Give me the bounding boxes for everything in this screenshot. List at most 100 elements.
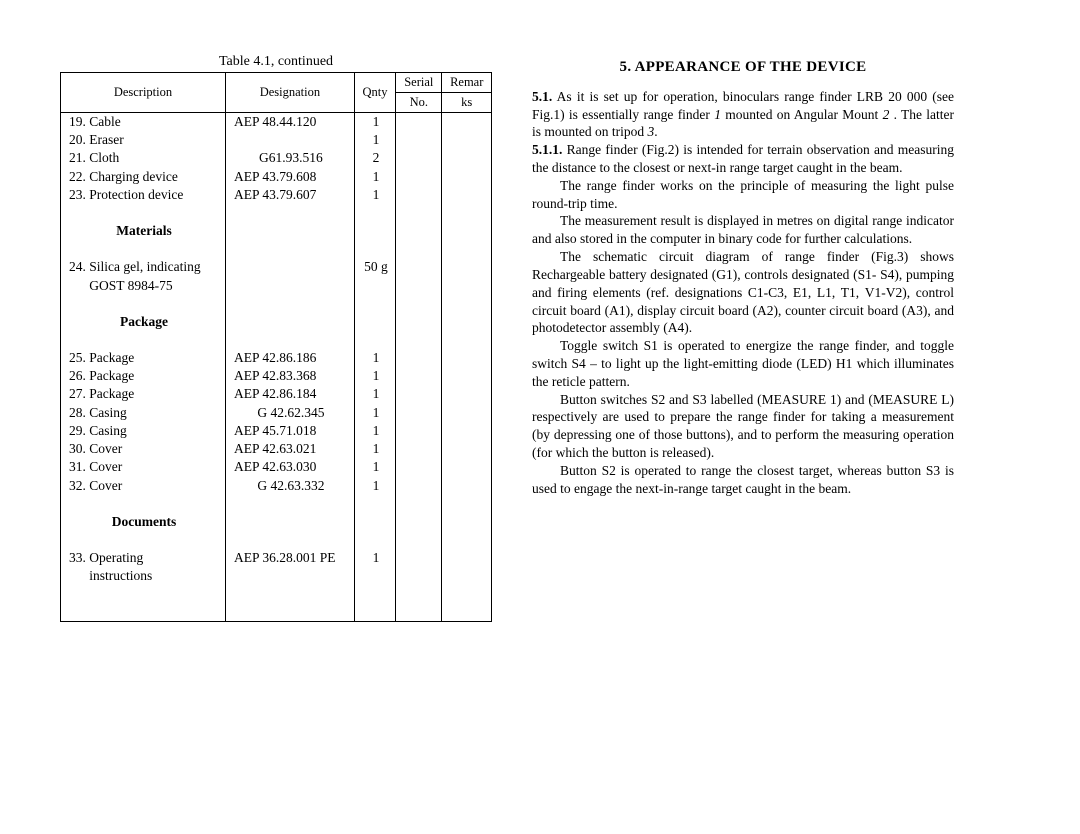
cell-rem	[442, 477, 492, 495]
cell-desig	[225, 603, 354, 621]
cell-serial	[396, 367, 442, 385]
cell-qty	[354, 567, 395, 585]
cell-desig	[225, 131, 354, 149]
cell-serial	[396, 331, 442, 349]
cell-desig	[225, 295, 354, 313]
cell-desig: AEP 42.83.368	[225, 367, 354, 385]
page-layout: Table 4.1, continued Description Designa…	[60, 54, 1020, 622]
cell-qty: 1	[354, 113, 395, 132]
table-row: 19. CableAEP 48.44.1201	[61, 113, 492, 132]
cell-desc	[61, 204, 226, 222]
cell-serial	[396, 385, 442, 403]
cell-desig: AEP 42.63.021	[225, 440, 354, 458]
cell-qty: 1	[354, 367, 395, 385]
cell-serial	[396, 313, 442, 331]
cell-desc: 25. Package	[61, 349, 226, 367]
cell-serial	[396, 531, 442, 549]
cell-desig	[225, 313, 354, 331]
cell-rem	[442, 531, 492, 549]
cell-serial	[396, 585, 442, 603]
table-row	[61, 331, 492, 349]
cell-qty: 1	[354, 404, 395, 422]
cell-desc: 21. Cloth	[61, 149, 226, 167]
cell-qty: 1	[354, 477, 395, 495]
right-column: 5. APPEARANCE OF THE DEVICE 5.1. As it i…	[532, 54, 954, 622]
cell-desc: 31. Cover	[61, 458, 226, 476]
para-8: Button S2 is operated to range the close…	[532, 462, 954, 498]
cell-desig: AEP 48.44.120	[225, 113, 354, 132]
table-row: Documents	[61, 513, 492, 531]
cell-desig: AEP 43.79.608	[225, 168, 354, 186]
cell-desc: 23. Protection device	[61, 186, 226, 204]
table-row: 21. ClothG61.93.5162	[61, 149, 492, 167]
table-caption: Table 4.1, continued	[60, 54, 492, 70]
cell-desig: AEP 36.28.001 PE	[225, 549, 354, 567]
cell-rem	[442, 258, 492, 276]
table-row	[61, 603, 492, 621]
cell-serial	[396, 258, 442, 276]
cell-serial	[396, 113, 442, 132]
table-row: 30. CoverAEP 42.63.0211	[61, 440, 492, 458]
cell-rem	[442, 349, 492, 367]
cell-qty: 1	[354, 186, 395, 204]
cell-desig	[225, 240, 354, 258]
cell-desc: Materials	[61, 222, 226, 240]
cell-rem	[442, 440, 492, 458]
table-row	[61, 295, 492, 313]
cell-rem	[442, 113, 492, 132]
cell-qty: 1	[354, 549, 395, 567]
table-row: instructions	[61, 567, 492, 585]
cell-desig	[225, 495, 354, 513]
cell-rem	[442, 603, 492, 621]
cell-qty	[354, 295, 395, 313]
cell-rem	[442, 222, 492, 240]
table-row	[61, 585, 492, 603]
cell-rem	[442, 313, 492, 331]
cell-serial	[396, 295, 442, 313]
cell-desig: AEP 45.71.018	[225, 422, 354, 440]
table-row	[61, 240, 492, 258]
cell-serial	[396, 422, 442, 440]
cell-desig: AEP 43.79.607	[225, 186, 354, 204]
table-row: 22. Charging deviceAEP 43.79.6081	[61, 168, 492, 186]
cell-desig	[225, 567, 354, 585]
table-row: GOST 8984-75	[61, 277, 492, 295]
cell-serial	[396, 349, 442, 367]
cell-desig: AEP 42.86.184	[225, 385, 354, 403]
cell-serial	[396, 240, 442, 258]
cell-qty	[354, 277, 395, 295]
cell-serial	[396, 549, 442, 567]
cell-desc	[61, 531, 226, 549]
parts-table: Description Designation Qnty Serial Rema…	[60, 72, 492, 622]
cell-rem	[442, 404, 492, 422]
cell-serial	[396, 567, 442, 585]
cell-desig	[225, 222, 354, 240]
cell-desc: 33. Operating	[61, 549, 226, 567]
th-desc: Description	[61, 73, 226, 113]
cell-qty: 1	[354, 458, 395, 476]
cell-qty	[354, 204, 395, 222]
cell-desc: 32. Cover	[61, 477, 226, 495]
cell-rem	[442, 277, 492, 295]
cell-rem	[442, 149, 492, 167]
cell-serial	[396, 513, 442, 531]
cell-desig	[225, 513, 354, 531]
table-row: 20. Eraser1	[61, 131, 492, 149]
table-row: 23. Protection deviceAEP 43.79.6071	[61, 186, 492, 204]
cell-desc: GOST 8984-75	[61, 277, 226, 295]
th-rem-bot: ks	[442, 93, 492, 113]
p1-i1: 1	[714, 107, 721, 122]
cell-rem	[442, 240, 492, 258]
cell-qty	[354, 331, 395, 349]
cell-qty	[354, 585, 395, 603]
p1d: .	[654, 124, 657, 139]
cell-rem	[442, 385, 492, 403]
cell-desig: G 42.62.345	[225, 404, 354, 422]
cell-desig	[225, 585, 354, 603]
cell-qty	[354, 495, 395, 513]
cell-serial	[396, 131, 442, 149]
cell-qty: 1	[354, 440, 395, 458]
table-row: 26. PackageAEP 42.83.3681	[61, 367, 492, 385]
table-row: 27. PackageAEP 42.86.1841	[61, 385, 492, 403]
table-row: Materials	[61, 222, 492, 240]
